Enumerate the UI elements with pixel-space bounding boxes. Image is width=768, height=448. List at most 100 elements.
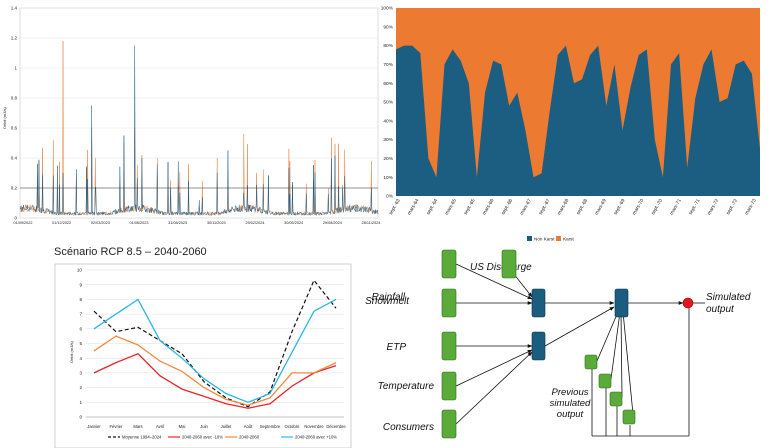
chart3-series-line bbox=[93, 353, 337, 409]
chart3-xtick: Janvier bbox=[87, 424, 101, 429]
chart2-xtick: sept.-67 bbox=[538, 198, 552, 216]
chart-karst-proportion: 0% 10% 20% 30% 40% 50% 60% 70% 80% 90% 100% sept.-… bbox=[381, 6, 760, 242]
chart2-xtick: sept.-72 bbox=[725, 198, 739, 216]
chart3-ytick: 2 bbox=[79, 385, 82, 390]
chart2-xtick: mars-68 bbox=[556, 198, 570, 217]
chart2-xtick: sept.-70 bbox=[650, 198, 664, 216]
chart3-legend-label: 2040-2060 avec +10% bbox=[295, 435, 337, 440]
chart1-ylabel: Débit (m3/s) bbox=[2, 106, 7, 128]
chart3-xtick: Septembre bbox=[260, 424, 281, 429]
chart1-ytick: 0.2 bbox=[11, 186, 18, 191]
label-temperature: Temperature bbox=[378, 381, 435, 392]
chart2-ytick: 20% bbox=[383, 156, 393, 162]
chart2-ytick: 0% bbox=[386, 194, 394, 200]
chart1-ytick: 0.4 bbox=[11, 156, 18, 161]
chart3-series-line bbox=[93, 335, 337, 406]
chart2-xtick: sept.-63 bbox=[388, 198, 402, 216]
chart3-ytick: 1 bbox=[79, 400, 82, 405]
neuron-output-layer bbox=[614, 288, 629, 318]
chart3-ytick: 5 bbox=[79, 341, 82, 346]
chart1-xtick: 29/02/2024 bbox=[245, 221, 264, 225]
chart2-xtick: sept.-69 bbox=[613, 198, 627, 216]
neuron-etp bbox=[441, 331, 457, 361]
chart2-xtick: sept.-71 bbox=[688, 198, 702, 216]
chart3-series-line bbox=[93, 298, 337, 404]
model-diagram: Rainfall Snowmelt ETP Temperature Consum… bbox=[365, 249, 751, 439]
chart2-ytick: 60% bbox=[383, 81, 393, 87]
legend-swatch-non-karst bbox=[527, 236, 532, 241]
legend-label-non-karst: Non Karst bbox=[534, 237, 555, 242]
label-us-discharge: US Discharge bbox=[470, 262, 532, 273]
chart1-xtick: 01/09/2022 bbox=[13, 221, 32, 225]
chart2-xtick: mars-67 bbox=[519, 198, 533, 217]
chart2-xtick: mars-65 bbox=[444, 198, 458, 217]
chart3-ytick: 7 bbox=[79, 312, 82, 317]
chart1-xtick: 02/03/2023 bbox=[91, 221, 110, 225]
chart1-xtick: 30/11/2023 bbox=[207, 221, 226, 225]
chart3-xtick: Juin bbox=[200, 424, 208, 429]
neuron-feedback-1 bbox=[584, 354, 598, 370]
chart2-xtick: mars-69 bbox=[594, 198, 608, 217]
chart1-series-line bbox=[19, 45, 379, 217]
neuron-hidden-2 bbox=[531, 331, 546, 361]
neuron-feedback-2 bbox=[598, 373, 612, 389]
chart3-xtick: Mai bbox=[179, 424, 186, 429]
neuron-rainfall bbox=[441, 249, 457, 279]
chart3-legend-label: 2040-2060 bbox=[239, 435, 260, 440]
chart3-xtick: Février bbox=[109, 424, 123, 429]
chart2-ytick: 30% bbox=[383, 137, 393, 143]
chart2-xtick: mars-71 bbox=[669, 198, 683, 217]
label-etp: ETP bbox=[387, 342, 407, 353]
non-karst-area bbox=[396, 45, 760, 196]
chart2-xtick: mars-72 bbox=[706, 198, 720, 217]
chart3-xtick: Décembre bbox=[326, 424, 346, 429]
chart3-series-line bbox=[93, 279, 337, 408]
chart2-ytick: 70% bbox=[383, 62, 393, 68]
chart2-xtick: mars-73 bbox=[744, 198, 758, 217]
label-simulated-output: Simulated output bbox=[706, 292, 751, 315]
chart2-ytick: 10% bbox=[383, 175, 393, 181]
chart3-xtick: Novembre bbox=[304, 424, 324, 429]
chart3-legend-label: Moyenne 1994–2024 bbox=[122, 435, 162, 440]
chart1-xtick: 28/11/2024 bbox=[362, 221, 381, 225]
neuron-feedback-3 bbox=[609, 391, 623, 407]
chart2-ytick: 40% bbox=[383, 118, 393, 124]
chart3-ytick: 6 bbox=[79, 326, 82, 331]
chart3-ytick: 10 bbox=[77, 268, 83, 273]
chart1-xtick: 01/12/2022 bbox=[52, 221, 71, 225]
neuron-hidden-1 bbox=[531, 288, 546, 318]
neuron-consumers bbox=[441, 409, 457, 439]
chart3-ytick: 0 bbox=[79, 415, 82, 420]
chart3-xtick: Mars bbox=[133, 424, 142, 429]
chart3-xtick: Août bbox=[244, 424, 253, 429]
neuron-snowmelt bbox=[441, 288, 457, 318]
chart3-ytick: 8 bbox=[79, 297, 82, 302]
chart3-xtick: Avril bbox=[156, 424, 164, 429]
chart2-xtick: mars-64 bbox=[406, 198, 420, 217]
chart3-ytick: 3 bbox=[79, 371, 82, 376]
chart1-ytick: 1 bbox=[14, 66, 17, 71]
chart2-xtick: sept.-64 bbox=[425, 198, 439, 216]
chart2-xtick: mars-70 bbox=[631, 198, 645, 217]
chart2-xtick: mars-66 bbox=[481, 198, 495, 217]
neuron-simulated-output bbox=[682, 297, 694, 309]
chart2-ytick: 80% bbox=[383, 43, 393, 49]
chart-rcp-scenario: Scénario RCP 8.5 – 2040-2060 0 1 2 3 4 5 6 7 8 9 1… bbox=[54, 246, 352, 448]
chart2-xtick: sept.-66 bbox=[500, 198, 514, 216]
neuron-feedback-4 bbox=[622, 409, 636, 425]
chart1-ytick: 0 bbox=[14, 216, 17, 221]
neuron-us-discharge bbox=[501, 249, 517, 279]
chart3-ylabel: Débit (m3/s) bbox=[69, 340, 74, 362]
chart1-ytick: 0.8 bbox=[11, 96, 18, 101]
chart2-xtick: sept.-65 bbox=[463, 198, 477, 216]
label-previous-output: Previous simulated output bbox=[550, 387, 591, 420]
chart1-ytick: 1.2 bbox=[11, 36, 18, 41]
legend-swatch-karst bbox=[556, 236, 561, 241]
chart3-xtick: Octobre bbox=[285, 424, 301, 429]
chart3-ytick: 9 bbox=[79, 282, 82, 287]
chart3-title: Scénario RCP 8.5 – 2040-2060 bbox=[54, 246, 207, 258]
chart1-xtick: 29/08/2024 bbox=[323, 221, 342, 225]
chart1-ytick: 0.6 bbox=[11, 126, 18, 131]
chart2-xtick: sept.-68 bbox=[575, 198, 589, 216]
